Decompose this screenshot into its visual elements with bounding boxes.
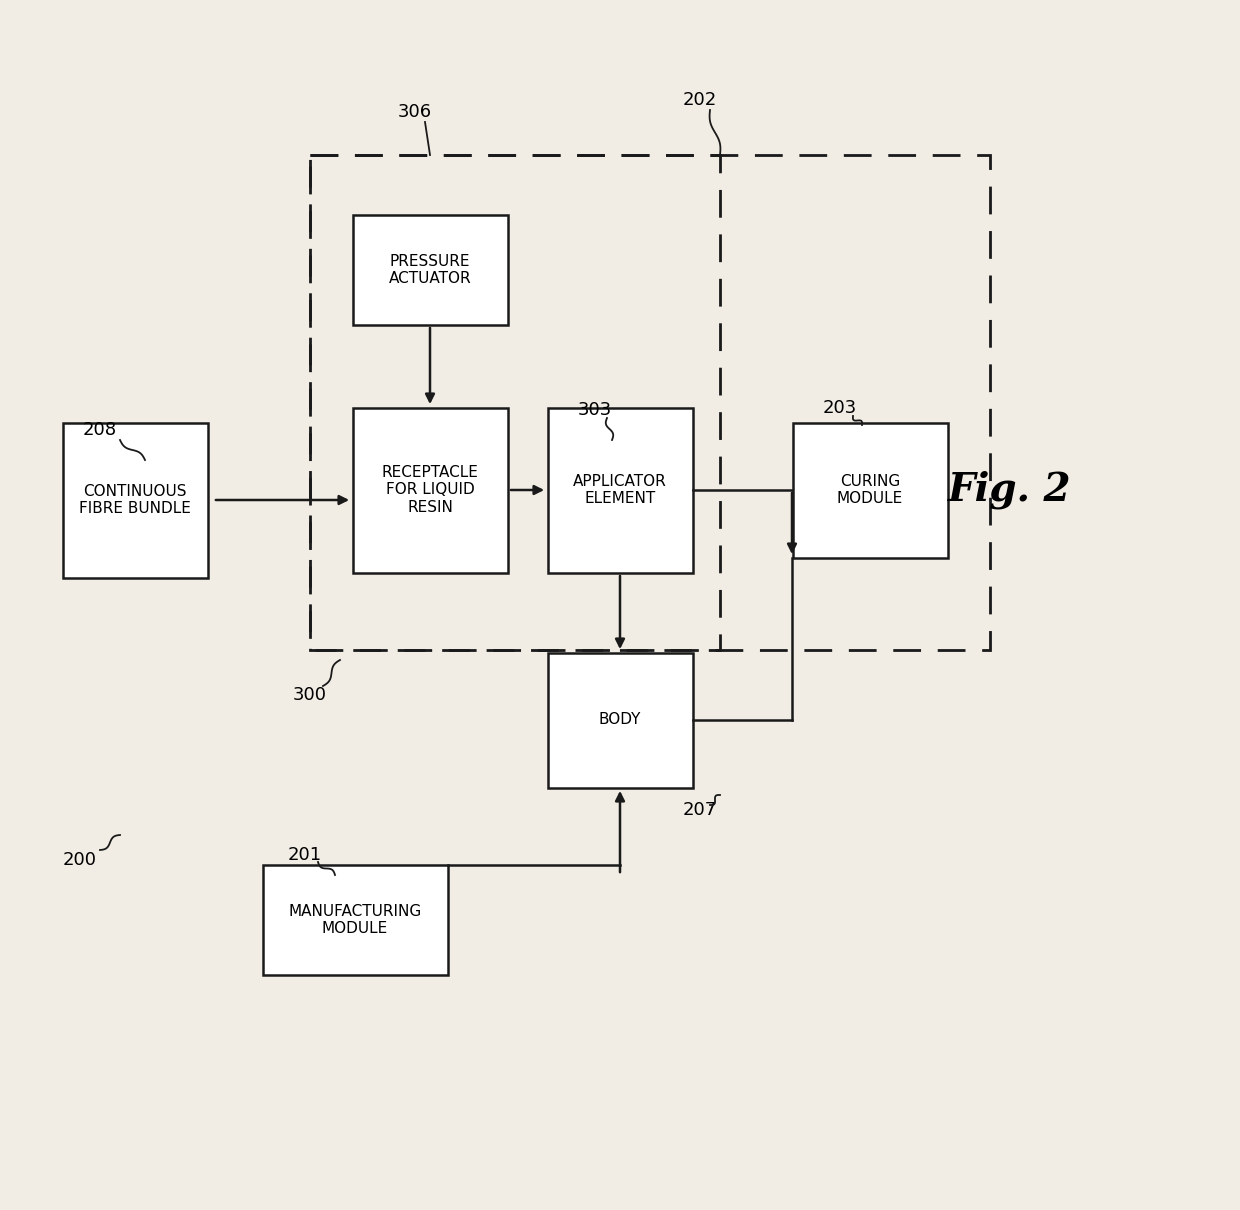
Bar: [310, 155, 990, 650]
Text: 202: 202: [683, 91, 717, 109]
Bar: [263, 865, 448, 975]
Text: 303: 303: [578, 401, 613, 419]
Bar: [352, 215, 507, 325]
Text: PRESSURE
ACTUATOR: PRESSURE ACTUATOR: [388, 254, 471, 287]
Text: APPLICATOR
ELEMENT: APPLICATOR ELEMENT: [573, 474, 667, 506]
Bar: [62, 422, 207, 577]
Bar: [310, 155, 720, 650]
Text: MANUFACTURING
MODULE: MANUFACTURING MODULE: [289, 904, 422, 937]
Text: CONTINUOUS
FIBRE BUNDLE: CONTINUOUS FIBRE BUNDLE: [79, 484, 191, 517]
Text: 203: 203: [823, 399, 857, 417]
Text: Fig. 2: Fig. 2: [949, 471, 1071, 509]
Text: 201: 201: [288, 846, 322, 864]
Bar: [792, 422, 947, 558]
Text: 208: 208: [83, 421, 117, 439]
Text: BODY: BODY: [599, 713, 641, 727]
Bar: [352, 408, 507, 572]
Text: 306: 306: [398, 103, 432, 121]
Text: 200: 200: [63, 851, 97, 869]
Bar: [548, 408, 692, 572]
Text: RECEPTACLE
FOR LIQUID
RESIN: RECEPTACLE FOR LIQUID RESIN: [382, 465, 479, 515]
Text: 207: 207: [683, 801, 717, 819]
Bar: [548, 652, 692, 788]
Text: 300: 300: [293, 686, 327, 704]
Text: CURING
MODULE: CURING MODULE: [837, 474, 903, 506]
